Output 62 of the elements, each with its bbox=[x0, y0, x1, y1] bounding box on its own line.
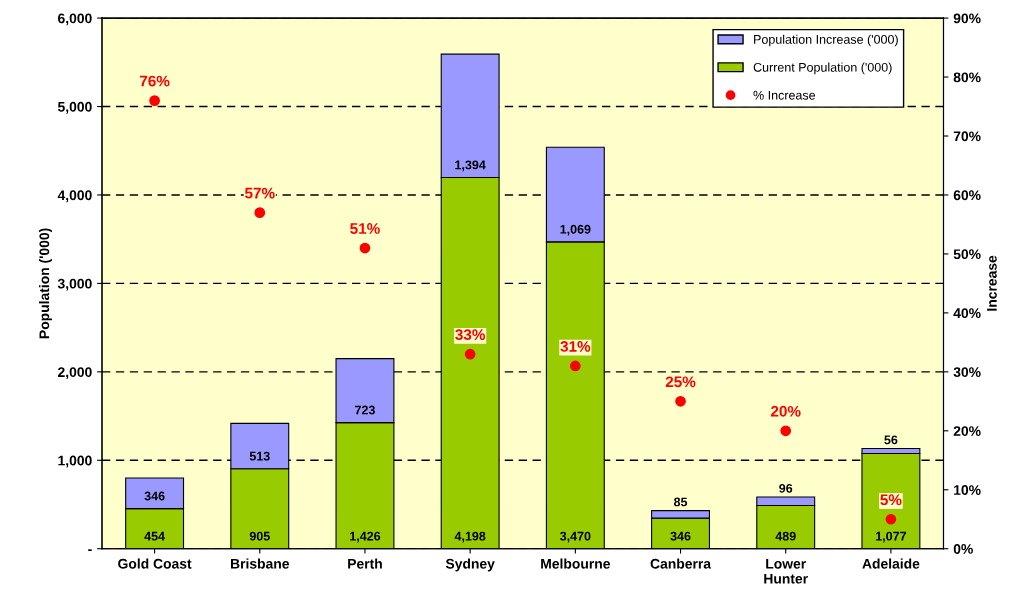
data-label: 1,394 bbox=[455, 160, 486, 172]
y2-tick-label: 80% bbox=[953, 72, 981, 83]
y2-tick-label: 90% bbox=[953, 13, 981, 24]
y-tick-label: 2,000 bbox=[58, 367, 92, 380]
legend-label: % Increase bbox=[753, 90, 816, 100]
y2-tick-label: 0% bbox=[953, 544, 973, 554]
y2-tick-label: 50% bbox=[953, 249, 981, 260]
y2-tick-label: 10% bbox=[954, 485, 981, 495]
point bbox=[569, 360, 581, 372]
legend-label: Population Increase ('000) bbox=[754, 34, 898, 47]
data-label: 20% bbox=[770, 405, 801, 417]
data-label: 76% bbox=[139, 75, 170, 87]
data-label: 454 bbox=[144, 531, 165, 541]
data-label: 489 bbox=[775, 531, 796, 541]
y2-tick-label: 70% bbox=[953, 131, 981, 142]
data-label: 1,077 bbox=[876, 531, 906, 543]
y2-tick-label: 60% bbox=[953, 190, 981, 201]
y2-tick-label: 30% bbox=[953, 367, 981, 378]
data-label: 513 bbox=[249, 451, 270, 461]
data-label: 85 bbox=[673, 497, 688, 507]
legend-label: Current Population ('000) bbox=[753, 62, 892, 75]
y-tick-label: - bbox=[88, 549, 92, 551]
x-tick-label: Melbourne bbox=[541, 558, 610, 569]
data-label: 96 bbox=[779, 483, 793, 493]
point bbox=[464, 348, 476, 360]
point bbox=[359, 242, 371, 254]
x-tick-label: Lower Hunter bbox=[764, 558, 808, 584]
data-label: 1,069 bbox=[560, 224, 591, 236]
data-label: 31% bbox=[560, 341, 591, 352]
data-label: 905 bbox=[249, 531, 270, 541]
data-label: 723 bbox=[355, 405, 375, 415]
data-label: 4,198 bbox=[454, 531, 486, 543]
x-tick-label: Sydney bbox=[445, 558, 495, 572]
y-tick-label: 6,000 bbox=[58, 13, 92, 26]
point bbox=[675, 395, 686, 407]
x-tick-label: Gold Coast bbox=[118, 558, 192, 569]
x-tick-label: Canberra bbox=[650, 558, 712, 569]
data-label: 346 bbox=[144, 491, 165, 501]
x-tick-label: Adelaide bbox=[862, 558, 920, 569]
y2-axis-title: Increase bbox=[987, 255, 997, 311]
data-label: 1,426 bbox=[350, 531, 381, 543]
point bbox=[885, 513, 897, 525]
y2-tick-label: 20% bbox=[953, 426, 981, 436]
point bbox=[149, 95, 160, 106]
data-label: 51% bbox=[350, 223, 380, 234]
y-tick-label: 5,000 bbox=[57, 101, 92, 114]
x-tick-label: Perth bbox=[348, 558, 382, 569]
y-tick-label: 1,000 bbox=[58, 455, 92, 468]
data-label: 346 bbox=[670, 531, 691, 541]
y-tick-label: 4,000 bbox=[57, 190, 92, 203]
data-label: 5% bbox=[880, 494, 902, 506]
x-tick-label: Brisbane bbox=[230, 558, 290, 569]
y2-tick-label: 40% bbox=[953, 308, 981, 319]
y-tick-label: 3,000 bbox=[57, 278, 92, 291]
point bbox=[780, 425, 792, 437]
data-label: 3,470 bbox=[559, 531, 591, 543]
data-label: 56 bbox=[884, 435, 898, 445]
data-label: 25% bbox=[665, 376, 696, 388]
y-axis-title: Population ('000) bbox=[39, 228, 52, 339]
data-label: 33% bbox=[455, 329, 486, 341]
data-label: 57% bbox=[244, 187, 275, 199]
point bbox=[254, 207, 266, 219]
